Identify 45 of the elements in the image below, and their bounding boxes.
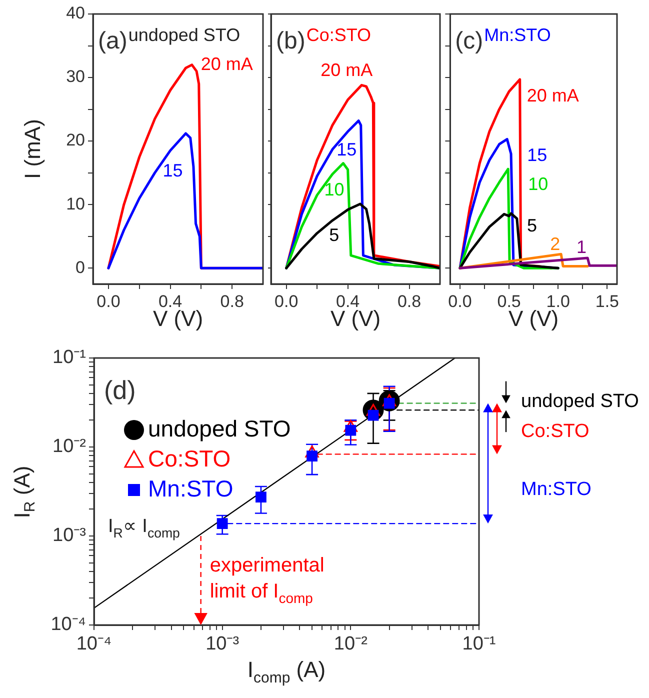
annotation: (b)	[276, 28, 306, 55]
annotation: (d)	[104, 375, 136, 406]
series-label: 10	[528, 174, 548, 194]
series-label: 20 mA	[526, 85, 579, 106]
series-label: 10	[324, 179, 344, 200]
annotation: (c)	[455, 28, 484, 55]
series-label: 15	[336, 140, 357, 160]
legend-label: undoped STO	[148, 415, 291, 442]
x-tick-label: 10⁻³	[206, 634, 240, 655]
text: Co:STO	[521, 421, 590, 442]
text: Mn:STO	[521, 479, 592, 500]
series-label: 2	[550, 234, 560, 254]
y-tick-label: 40	[66, 4, 85, 23]
text: undoped STO	[521, 391, 639, 412]
series-label: 15	[527, 145, 548, 166]
legend-label: Mn:STO	[148, 475, 234, 502]
series-label: 1	[576, 236, 587, 257]
y-tick-label: 10⁻¹	[52, 347, 86, 368]
x-tick-label: 0.8	[220, 292, 244, 311]
annotation: (a)	[98, 28, 128, 55]
text: Co:STO	[306, 24, 372, 45]
y-tick-label: 20	[66, 130, 85, 150]
text: Mn:STO	[484, 24, 551, 45]
legend-label: Co:STO	[148, 445, 231, 472]
series-label: 5	[329, 224, 340, 245]
x-tick-label: 0.0	[448, 292, 472, 311]
series-label: 20 mA	[200, 54, 253, 74]
series-label: 5	[527, 215, 538, 236]
y-axis-title: I (mA)	[20, 119, 46, 179]
x-tick-label: 0.0	[274, 292, 298, 311]
y-tick-label: 10⁻²	[52, 436, 86, 458]
y-tick-label: 10	[66, 194, 85, 214]
x-tick-label: 10⁻²	[334, 634, 368, 655]
x-tick-label: 10⁻¹	[462, 634, 496, 655]
y-tick-label: 30	[66, 67, 85, 86]
y-tick-label: 10⁻⁴	[50, 614, 86, 636]
x-tick-label: 0.0	[96, 292, 120, 311]
series-label: 20 mA	[320, 60, 373, 80]
text: undoped STO	[128, 24, 240, 45]
y-tick-label: 0	[76, 258, 85, 277]
x-tick-label: 0.8	[397, 292, 422, 311]
x-tick-label: 1.5	[595, 292, 620, 311]
x-axis-title: I$_{comp}$ (A)	[247, 657, 326, 686]
y-tick-label: 10⁻³	[52, 525, 86, 546]
series-label: 15	[162, 160, 183, 180]
